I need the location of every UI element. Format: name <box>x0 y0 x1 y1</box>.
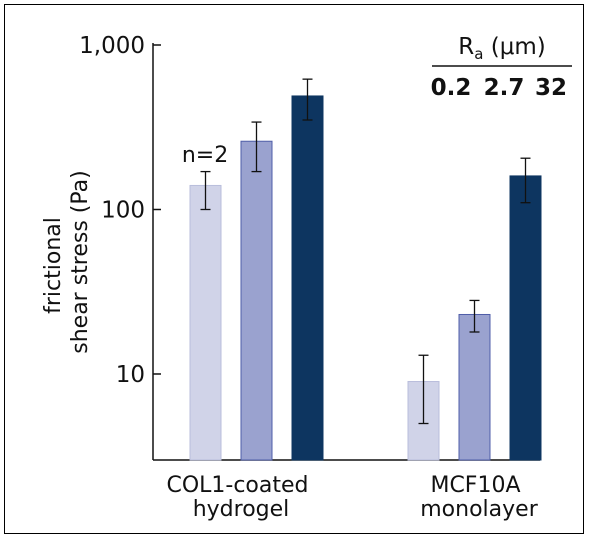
legend-entry-2-7: 2.7 <box>484 75 525 101</box>
y-tick-label: 100 <box>101 197 145 223</box>
bars <box>189 95 542 461</box>
legend: Ra (μm) 0.2 2.7 32 <box>431 34 572 101</box>
legend-title-sub: a <box>474 45 483 63</box>
bar <box>458 313 491 461</box>
category-label-col1: COL1-coated hydrogel <box>166 473 315 522</box>
error-bars <box>200 78 531 425</box>
legend-title: Ra (μm) <box>458 34 545 63</box>
bar <box>509 175 542 461</box>
annotation-n2: n=2 <box>182 143 228 168</box>
category-label-col1-line1: COL1-coated <box>166 473 308 498</box>
bar <box>240 140 273 461</box>
y-ticks: 10 100 1,000 <box>79 33 161 388</box>
category-label-col1-line2: hydrogel <box>193 497 290 522</box>
category-label-mcf10a-line2: monolayer <box>420 497 538 522</box>
y-axis-label-line1: frictional <box>41 217 66 314</box>
legend-entry-32: 32 <box>535 75 567 101</box>
category-label-mcf10a: MCF10A monolayer <box>420 473 538 522</box>
category-label-mcf10a-line1: MCF10A <box>430 473 520 498</box>
bar <box>189 184 222 461</box>
legend-entry-0-2: 0.2 <box>431 75 472 101</box>
legend-title-main: R <box>458 34 474 60</box>
y-axis-label: frictional shear stress (Pa) <box>41 170 93 354</box>
legend-title-unit: (μm) <box>483 34 545 60</box>
y-tick-label: 1,000 <box>79 33 145 59</box>
bar <box>291 95 324 461</box>
y-tick-label: 10 <box>116 362 145 388</box>
y-axis-label-line2: shear stress (Pa) <box>68 170 93 354</box>
